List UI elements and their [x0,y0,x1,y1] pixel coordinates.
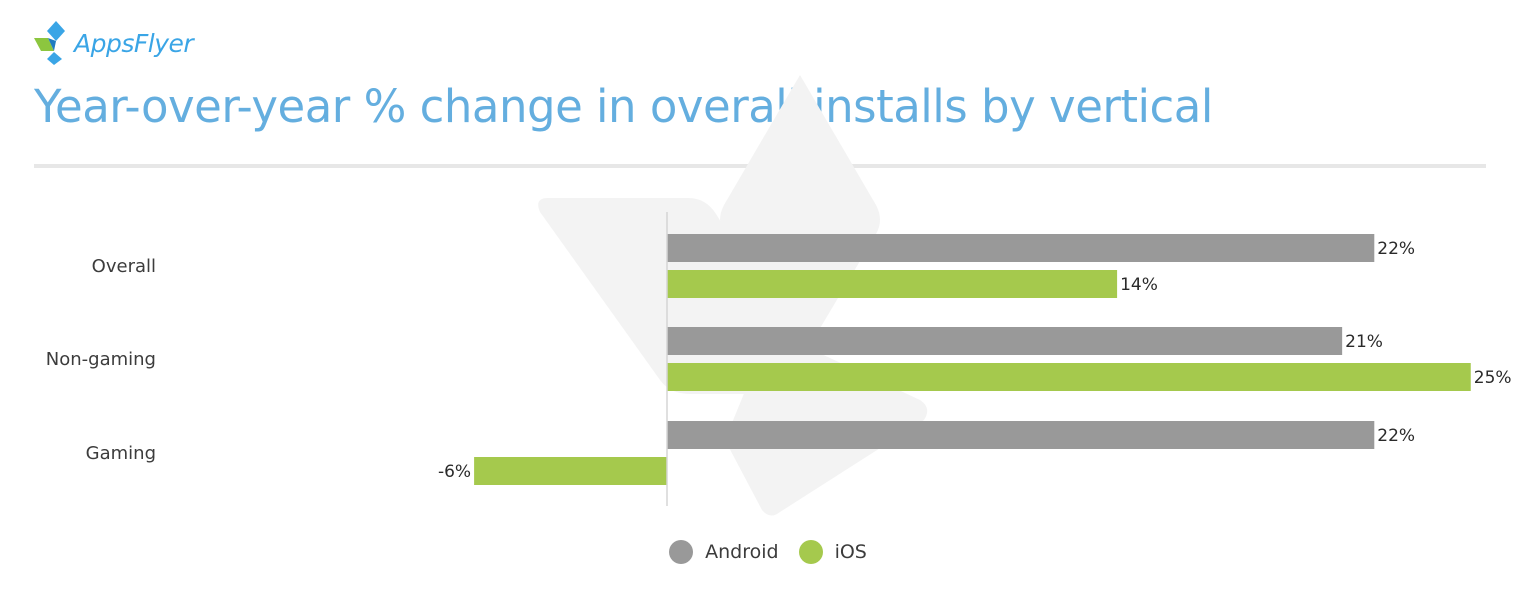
data-label-android-non-gaming: 21% [1345,332,1383,352]
legend-label-ios: iOS [834,541,867,563]
legend-swatch-ios [798,540,823,564]
data-label-ios-non-gaming: 25% [1474,368,1512,388]
data-label-ios-overall: 14% [1120,275,1158,295]
legend-label-android: Android [705,541,779,563]
bar-chart: Overall Non-gaming Gaming 22% 14% 21% 25% 22% -… [46,75,1512,516]
appsflyer-logo: AppsFlyer [34,20,194,66]
legend-item-ios: iOS [798,540,867,564]
data-labels: 22% 14% 21% 25% 22% -6% [438,239,1512,482]
data-label-ios-gaming: -6% [438,462,471,482]
category-label-gaming: Gaming [86,443,156,464]
bar-ios-non-gaming [667,363,1471,391]
legend: Android iOS [0,540,1536,564]
bar-ios-gaming [474,457,667,485]
appsflyer-logo-icon [34,21,65,65]
bar-android-gaming [667,421,1375,449]
category-label-non-gaming: Non-gaming [46,349,156,370]
bar-ios-overall [667,270,1118,298]
logo-wordmark: AppsFlyer [74,28,194,58]
chart-title: Year-over-year % change in overall insta… [34,80,1213,133]
bars [474,234,1471,485]
legend-item-android: Android [669,540,779,564]
legend-swatch-android [669,540,694,564]
bar-android-non-gaming [667,327,1343,355]
category-label-overall: Overall [92,256,156,277]
data-label-android-overall: 22% [1377,239,1415,259]
bar-android-overall [667,234,1375,262]
category-labels: Overall Non-gaming Gaming [46,256,156,464]
data-label-android-gaming: 22% [1377,426,1415,446]
